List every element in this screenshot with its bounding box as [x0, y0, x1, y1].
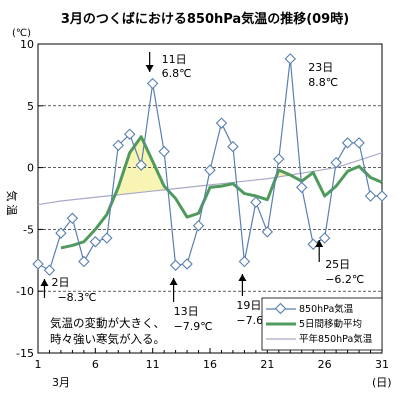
y-axis-unit: (℃) — [12, 28, 31, 39]
point-day-3 — [55, 227, 67, 239]
legend-label-temp: 850hPa気温 — [299, 303, 354, 315]
annot-date-25: 25日 — [325, 258, 350, 271]
point-layer — [32, 53, 388, 276]
x-tick-label-11: 11 — [146, 358, 160, 371]
point-day-12 — [158, 145, 170, 158]
legend: 850hPa気温 5日間移動平均 平年850hPa気温 — [261, 297, 383, 351]
series-ma-line — [60, 135, 383, 250]
point-day-8 — [112, 139, 124, 152]
note-line-1: 気温の変動が大きく、 — [50, 316, 165, 330]
y-axis-label: 気温 — [5, 191, 19, 216]
arrow-day-11-head — [145, 65, 154, 72]
annot-date-13: 13日 — [174, 305, 199, 318]
point-day-18 — [227, 140, 239, 153]
y-tick-label-0: 0 — [27, 162, 34, 175]
annot-value-25: −6.2℃ — [325, 273, 364, 286]
x-tick-label-6: 6 — [92, 358, 99, 371]
point-day-2 — [43, 264, 56, 276]
point-day-23 — [284, 53, 296, 65]
month-label: 3月 — [52, 376, 70, 389]
point-day-29 — [353, 137, 365, 149]
y-axis-label-char-1: 温 — [5, 205, 18, 216]
chart-title: 3月のつくばにおける850hPa気温の推移(09時) — [61, 11, 349, 27]
annot-value-23: 8.8℃ — [308, 76, 338, 89]
point-day-25 — [307, 238, 319, 250]
arrow-day-13-head — [169, 278, 178, 285]
annot-value-13: −7.9℃ — [174, 320, 213, 333]
point-day-7 — [101, 232, 113, 244]
annot-date-23: 23日 — [308, 61, 333, 74]
legend-label-ma: 5日間移動平均 — [299, 318, 362, 330]
point-day-30 — [364, 190, 377, 202]
point-day-24 — [296, 181, 308, 194]
point-day-9 — [124, 128, 136, 140]
annot-value-2: −8.3℃ — [57, 291, 96, 304]
arrow-day-19-head — [238, 274, 247, 281]
point-day-21 — [261, 226, 274, 238]
point-day-6 — [89, 236, 102, 248]
point-day-15 — [192, 219, 205, 232]
x-axis-unit: (日) — [372, 376, 392, 389]
annot-date-19: 19日 — [236, 299, 261, 312]
legend-label-normal: 平年850hPa気温 — [299, 333, 373, 345]
point-day-4 — [66, 212, 79, 225]
x-tick-label-1: 1 — [35, 358, 42, 371]
point-day-27 — [330, 156, 342, 169]
point-day-22 — [273, 153, 285, 165]
point-day-16 — [204, 164, 216, 176]
annot-date-11: 11日 — [162, 53, 187, 66]
point-day-14 — [181, 258, 193, 270]
y-axis-label-char-0: 気 — [5, 191, 19, 202]
series-normal-line — [37, 152, 383, 206]
y-tick-label--15: -15 — [16, 347, 34, 360]
point-day-19 — [238, 255, 251, 268]
point-day-20 — [250, 196, 262, 208]
note: 気温の変動が大きく、 時々強い寒気が入る。 — [50, 316, 165, 346]
x-tick-label-21: 21 — [260, 358, 274, 371]
legend-marker-temp — [274, 302, 287, 315]
point-day-26 — [318, 232, 331, 244]
point-day-28 — [341, 137, 354, 149]
annot-value-11: 6.8℃ — [162, 67, 192, 80]
y-tick-label-10: 10 — [20, 38, 34, 51]
y-tick-label-5: 5 — [27, 100, 34, 113]
point-day-31 — [376, 190, 388, 202]
point-day-10 — [135, 159, 147, 171]
point-day-17 — [215, 117, 228, 129]
point-day-5 — [78, 255, 90, 268]
y-tick-label--5: -5 — [23, 223, 34, 236]
y-tick-label--10: -10 — [16, 285, 34, 298]
point-day-13 — [169, 259, 182, 271]
x-tick-label-26: 26 — [318, 358, 332, 371]
note-line-2: 時々強い寒気が入る。 — [50, 332, 165, 346]
point-day-1 — [32, 258, 44, 270]
x-tick-label-16: 16 — [203, 358, 217, 371]
x-tick-label-31: 31 — [375, 358, 389, 371]
arrow-day-25-head — [315, 240, 324, 247]
annot-date-2: 2日 — [51, 276, 69, 289]
arrow-day-2-head — [40, 279, 49, 286]
point-day-11 — [146, 77, 159, 90]
